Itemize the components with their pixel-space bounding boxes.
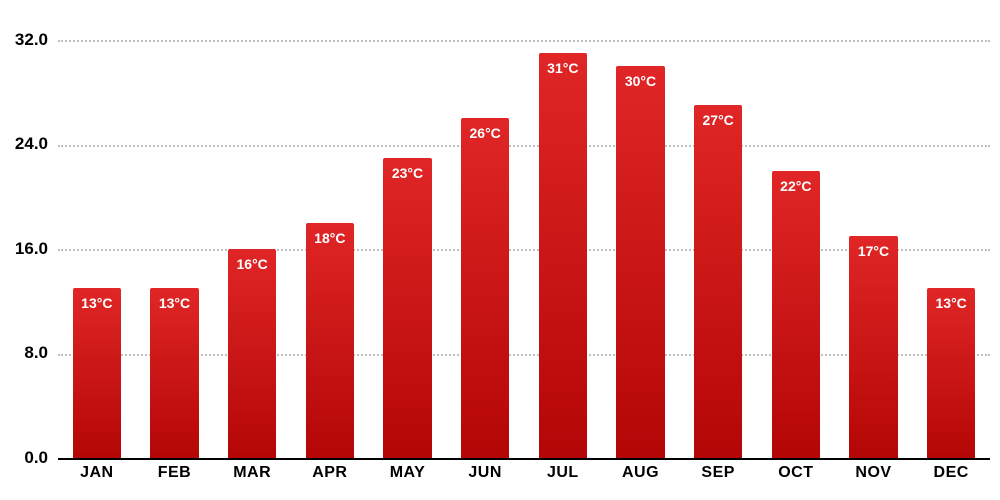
bar: 13°C (73, 288, 121, 458)
bar-value-label: 26°C (461, 125, 509, 141)
bar-value-label: 23°C (383, 165, 431, 181)
x-tick-label: MAY (369, 464, 447, 482)
bar-value-label: 18°C (306, 230, 354, 246)
bar-value-label: 13°C (150, 295, 198, 311)
bar-value-label: 27°C (694, 112, 742, 128)
y-tick-label: 16.0 (0, 239, 48, 259)
bar: 22°C (772, 171, 820, 458)
bar: 27°C (694, 105, 742, 458)
bar-value-label: 30°C (616, 73, 664, 89)
bar-value-label: 31°C (539, 60, 587, 76)
x-tick-label: OCT (757, 464, 835, 482)
y-tick-label: 24.0 (0, 134, 48, 154)
bar: 31°C (539, 53, 587, 458)
x-tick-label: MAR (213, 464, 291, 482)
bar: 30°C (616, 66, 664, 458)
y-tick-label: 32.0 (0, 30, 48, 50)
bar-value-label: 13°C (73, 295, 121, 311)
x-tick-label: SEP (679, 464, 757, 482)
bar: 18°C (306, 223, 354, 458)
y-tick-label: 8.0 (0, 343, 48, 363)
bar-value-label: 16°C (228, 256, 276, 272)
bar-value-label: 22°C (772, 178, 820, 194)
x-axis-line (58, 458, 990, 460)
bar: 17°C (849, 236, 897, 458)
bar: 16°C (228, 249, 276, 458)
bar: 13°C (927, 288, 975, 458)
bar-value-label: 13°C (927, 295, 975, 311)
plot-area: 13°C 13°C 16°C 18°C 23°C 26°C 31°C 30°C 27°C 22°C… (58, 40, 990, 458)
y-tick-label: 0.0 (0, 448, 48, 468)
bar: 23°C (383, 158, 431, 458)
bar: 26°C (461, 118, 509, 458)
x-tick-label: APR (291, 464, 369, 482)
bar-value-label: 17°C (849, 243, 897, 259)
x-tick-label: JUL (524, 464, 602, 482)
temperature-bar-chart: 0.0 8.0 16.0 24.0 32.0 13°C 13°C 16°C 18°C 23°C 2… (0, 0, 1000, 500)
x-tick-label: AUG (602, 464, 680, 482)
x-tick-label: JAN (58, 464, 136, 482)
x-tick-label: FEB (136, 464, 214, 482)
bar: 13°C (150, 288, 198, 458)
x-tick-label: DEC (912, 464, 990, 482)
x-tick-label: NOV (835, 464, 913, 482)
x-tick-label: JUN (446, 464, 524, 482)
